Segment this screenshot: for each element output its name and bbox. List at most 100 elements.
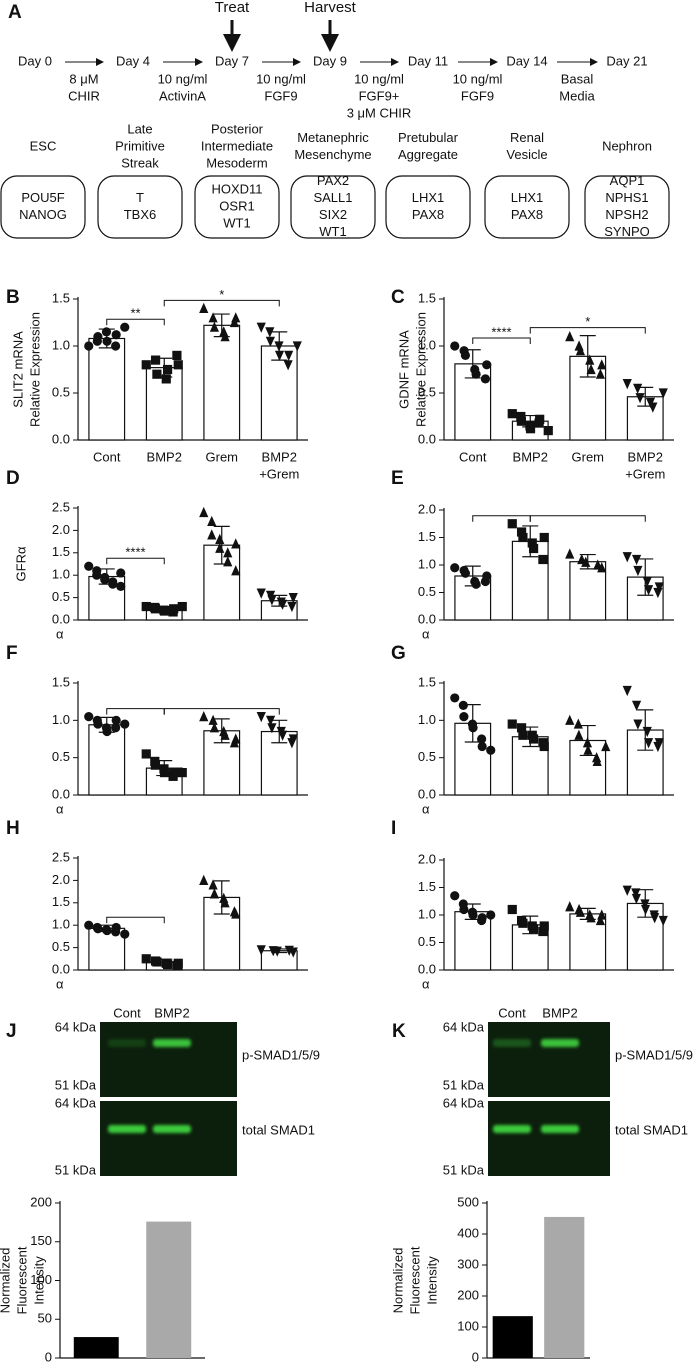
step-label: ActivinA bbox=[159, 88, 206, 103]
step-label: 10 ng/ml bbox=[158, 71, 208, 86]
data-point bbox=[231, 733, 241, 744]
panel-letter: A bbox=[8, 2, 22, 23]
gene-label: LHX1 bbox=[511, 190, 544, 205]
significance-bracket bbox=[529, 327, 646, 334]
day-label: Day 21 bbox=[606, 53, 647, 68]
blot-panel bbox=[100, 1022, 237, 1097]
error-bar bbox=[271, 719, 288, 744]
data-point bbox=[480, 374, 491, 384]
data-point bbox=[209, 722, 220, 733]
step-label: 8 μM bbox=[69, 71, 98, 86]
y-tick-label: 150 bbox=[30, 1233, 52, 1248]
error-bar bbox=[637, 709, 654, 751]
data-point bbox=[643, 738, 654, 749]
step-label: 10 ng/ml bbox=[256, 71, 306, 86]
size-marker: 51 kDa bbox=[443, 1162, 485, 1177]
stage-name: Pretubular bbox=[398, 130, 459, 145]
panel-letter: B bbox=[6, 287, 20, 308]
data-point bbox=[150, 760, 160, 770]
data-point bbox=[539, 921, 549, 931]
data-point bbox=[635, 393, 645, 404]
data-point bbox=[658, 915, 668, 927]
y-tick-label: 0.0 bbox=[52, 431, 70, 446]
x-tick-label: Cont bbox=[93, 449, 121, 464]
panel-letter: D bbox=[6, 468, 20, 489]
y-tick-label: 2.0 bbox=[418, 501, 436, 516]
data-point bbox=[111, 341, 121, 351]
data-point bbox=[199, 711, 209, 722]
y-tick-label: 0.5 bbox=[52, 939, 70, 954]
data-point bbox=[120, 322, 130, 332]
error-bar bbox=[213, 718, 230, 744]
data-point bbox=[538, 926, 548, 937]
gene-label: SALL1 bbox=[313, 190, 352, 205]
significance-bracket bbox=[472, 515, 531, 522]
y-tick-label: 1.5 bbox=[52, 674, 70, 689]
data-point bbox=[595, 914, 606, 926]
blot-band bbox=[493, 1039, 531, 1047]
panel-letter: E bbox=[391, 468, 404, 489]
blot-panel bbox=[488, 1022, 610, 1097]
error-bar bbox=[579, 907, 596, 921]
data-point bbox=[586, 363, 596, 375]
stage-box bbox=[0, 175, 86, 239]
data-point bbox=[84, 920, 94, 930]
y-tick-label: 1.0 bbox=[52, 712, 70, 727]
significance-bracket bbox=[106, 916, 165, 924]
y-tick-label: 0.5 bbox=[418, 934, 436, 949]
blot-band bbox=[541, 1125, 579, 1133]
data-point bbox=[208, 879, 218, 890]
blot-band bbox=[153, 1125, 191, 1133]
lane-label: Cont bbox=[113, 1005, 141, 1020]
y-tick-label: 1.5 bbox=[52, 894, 70, 909]
data-point bbox=[528, 543, 539, 554]
data-point bbox=[450, 891, 460, 901]
data-point bbox=[658, 388, 668, 399]
stage-box bbox=[385, 175, 471, 239]
bar bbox=[146, 1221, 192, 1358]
gene-label: PAX8 bbox=[412, 207, 444, 222]
data-point bbox=[460, 350, 471, 360]
y-axis-label: Normalized bbox=[0, 1248, 12, 1314]
gene-label: POU5F bbox=[21, 190, 64, 205]
data-point bbox=[208, 312, 218, 323]
bar bbox=[492, 1316, 533, 1358]
gene-label: SIX2 bbox=[319, 207, 347, 222]
y-tick-label: 1.5 bbox=[418, 879, 436, 894]
data-point bbox=[565, 331, 575, 342]
stage-name: Mesoderm bbox=[206, 155, 267, 170]
y-axis-label: Intensity bbox=[31, 1256, 46, 1305]
data-point bbox=[507, 409, 517, 419]
x-tick-label: Grem bbox=[572, 449, 605, 464]
step-label: 3 μM CHIR bbox=[347, 105, 412, 120]
data-point bbox=[650, 913, 660, 924]
stage-name: Late bbox=[127, 121, 152, 136]
data-point bbox=[622, 885, 632, 896]
data-point bbox=[161, 374, 171, 384]
y-tick-label: 100 bbox=[457, 1318, 479, 1333]
data-point bbox=[231, 538, 241, 549]
data-point bbox=[471, 369, 481, 379]
data-point bbox=[267, 595, 277, 606]
significance-label: * bbox=[219, 287, 224, 302]
y-tick-label: 0 bbox=[472, 1349, 479, 1364]
error-bar bbox=[522, 726, 539, 748]
y-tick-label: 1.5 bbox=[418, 290, 436, 305]
step-label: FGF9+ bbox=[359, 88, 400, 103]
data-point bbox=[265, 715, 276, 726]
error-bar bbox=[464, 349, 481, 379]
data-point bbox=[84, 712, 94, 722]
stage-box bbox=[194, 175, 280, 239]
panel-letter: F bbox=[6, 643, 18, 664]
data-point bbox=[150, 355, 161, 365]
data-point bbox=[597, 562, 607, 573]
y-tick-label: 0.0 bbox=[52, 786, 70, 801]
gene-label: TBX6 bbox=[124, 207, 157, 222]
data-point bbox=[116, 581, 126, 592]
error-bar bbox=[98, 924, 115, 933]
data-point bbox=[518, 532, 528, 543]
data-point bbox=[597, 359, 607, 370]
stage-name: Streak bbox=[121, 155, 159, 170]
significance-bracket bbox=[163, 299, 280, 307]
